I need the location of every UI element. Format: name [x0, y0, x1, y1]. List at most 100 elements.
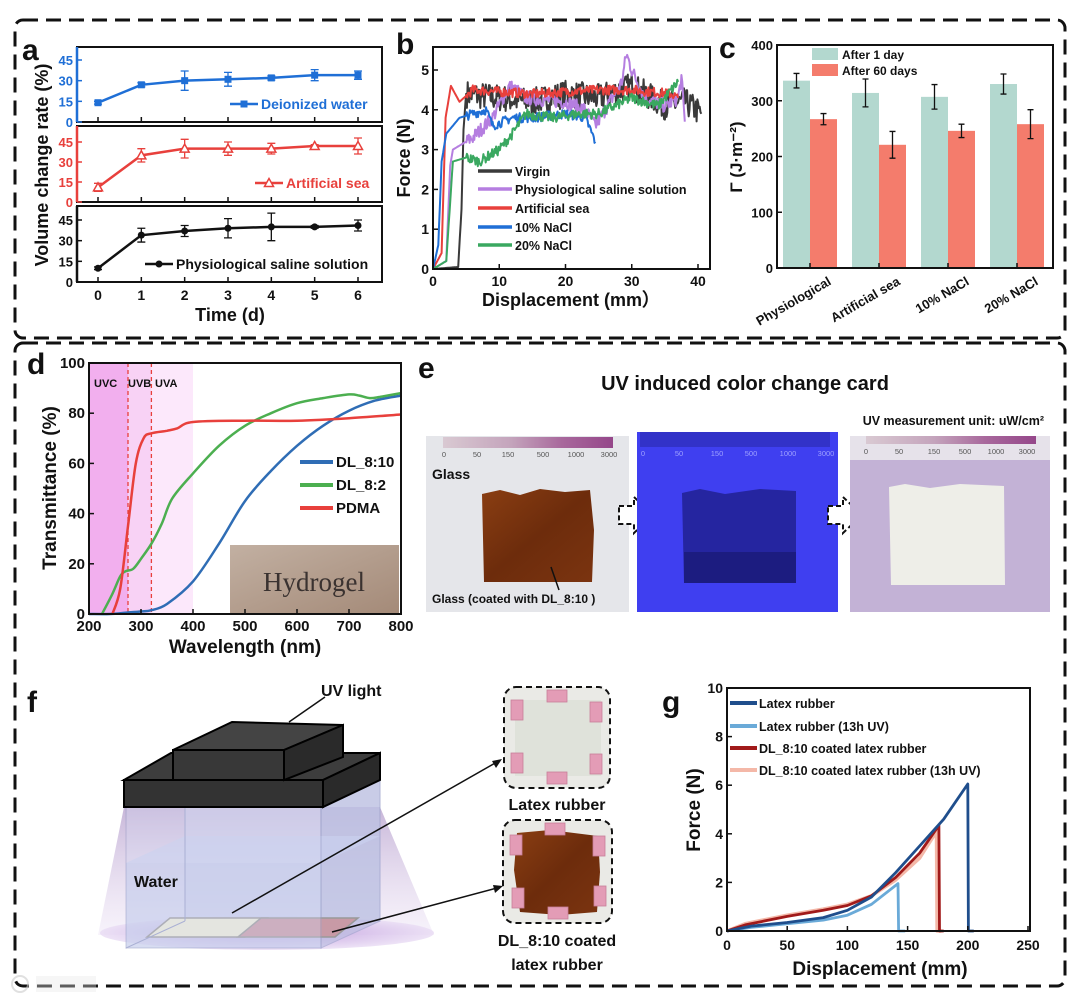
coated-glass-sample	[482, 489, 594, 582]
water-tank: Water	[125, 774, 381, 949]
region-label: UVA	[155, 378, 177, 390]
y-tick-label: 2	[421, 181, 429, 197]
data-point	[135, 149, 148, 160]
x-tick-label: 3	[224, 287, 232, 303]
y-tick-label: 45	[59, 213, 73, 228]
scale-label: 0	[641, 449, 645, 458]
data-point	[265, 142, 278, 153]
latex-rubber-label: Latex rubber	[509, 797, 606, 814]
y-tick-label: 10	[707, 680, 723, 696]
series-line-4	[726, 829, 942, 933]
arrowhead-icon	[492, 759, 502, 768]
data-point	[224, 75, 232, 83]
x-axis-label: Displacement (mm）	[482, 290, 660, 310]
top-section-border	[13, 18, 1067, 340]
scale-label: 3000	[818, 449, 835, 458]
error-bar	[889, 130, 896, 159]
scale-label: 150	[502, 450, 515, 459]
x-tick-label: 1	[137, 287, 145, 303]
y-tick-label: 1	[421, 221, 429, 237]
series-line-3	[432, 84, 680, 270]
x-tick-label: 300	[128, 618, 153, 635]
data-point	[181, 227, 189, 235]
coated-rubber-label-line1: DL_8:10 coated	[498, 933, 616, 950]
y-tick-label: 4	[715, 826, 723, 842]
bottom-section-border	[13, 341, 1067, 988]
data-point	[354, 71, 362, 79]
y-tick-label: 0	[421, 261, 429, 277]
data-point	[311, 71, 319, 79]
subplot-1: 0 15 30 45 Deionized water	[59, 46, 383, 130]
uv-region-uva	[151, 363, 193, 614]
scale-label: 50	[675, 449, 683, 458]
uv-lamp	[120, 720, 381, 809]
y-axis-label: Γ (J·m⁻²)	[727, 121, 746, 192]
bar-1day	[852, 92, 879, 268]
y-tick-label: 40	[68, 506, 85, 523]
plot-frame	[432, 46, 711, 270]
subplot-2: 0 15 30 45 Artificial sea	[59, 125, 383, 210]
legend-label: DL_8:10 coated latex rubber	[759, 742, 927, 756]
error-bar	[1027, 109, 1034, 140]
water-label: Water	[134, 874, 178, 891]
legend-marker	[155, 260, 163, 268]
series-line-1	[88, 394, 402, 616]
uv-unit-note: UV measurement unit: uW/cm²	[863, 414, 1044, 428]
chart-g-force-displacement: 0 50 100 150 200 250 0 2 4 6 8 10 Latex rubber Latex …	[684, 680, 1040, 980]
legend-label: Physiological saline solution	[176, 256, 368, 272]
error-bar	[793, 72, 800, 89]
legend-marker	[240, 100, 248, 108]
x-tick-label: 150	[896, 937, 920, 953]
data-point	[181, 77, 189, 85]
data-point	[224, 224, 232, 232]
error-bar	[862, 78, 869, 108]
scale-label: 3000	[601, 450, 618, 459]
legend-swatch	[812, 48, 838, 60]
next-arrow-icon	[618, 494, 655, 536]
series-line-1	[726, 782, 974, 933]
series-line-5	[432, 78, 680, 270]
photo-under-uv: 0 50 150 500 1000 3000	[637, 432, 838, 612]
scale-label: 50	[895, 447, 903, 456]
x-tick-label: 20	[558, 273, 574, 289]
y-tick-label: 0	[66, 115, 73, 130]
bar-60days	[948, 130, 975, 268]
x-tick-label: 0	[94, 287, 102, 303]
data-point	[267, 223, 275, 231]
photo-coated-latex-rubber	[502, 819, 613, 924]
y-tick-label: 15	[59, 175, 73, 190]
coated-rubber-label-line2: latex rubber	[511, 957, 603, 974]
data-point	[178, 142, 191, 153]
data-point	[137, 231, 145, 239]
photo-after-uv: 0 50 150 500 1000 3000	[850, 436, 1050, 612]
y-tick-label: 5	[421, 62, 429, 78]
error-bar	[820, 112, 827, 126]
glass-label: Glass	[432, 466, 470, 482]
bar-60days	[1017, 124, 1044, 268]
legend-label: DL_8:10	[336, 454, 394, 471]
panel-label-c: c	[719, 32, 736, 65]
series-line-1	[432, 73, 703, 270]
callout-arrow	[331, 887, 498, 933]
legend-marker	[263, 176, 275, 188]
panel-label-e: e	[418, 352, 435, 385]
x-tick-label: 40	[690, 273, 706, 289]
region-label: UVC	[94, 378, 117, 390]
photo-latex-rubber	[503, 686, 611, 789]
x-tick-label: 800	[388, 618, 413, 635]
x-axis-label: Wavelength (nm)	[169, 637, 321, 658]
coated-glass-sample-after	[889, 484, 1005, 585]
x-tick-label: 10	[491, 273, 507, 289]
y-tick-label: 100	[751, 205, 773, 220]
scale-label: 500	[959, 447, 972, 456]
y-tick-label: 15	[59, 254, 73, 269]
bar-60days	[879, 144, 906, 268]
arrowhead-icon	[493, 885, 503, 893]
series-line-2	[100, 391, 402, 615]
y-tick-label: 6	[715, 777, 723, 793]
y-tick-label: 0	[66, 195, 73, 210]
x-tick-label: 500	[232, 618, 257, 635]
y-axis-label: Force (N)	[684, 768, 705, 851]
y-tick-label: 0	[715, 923, 723, 939]
